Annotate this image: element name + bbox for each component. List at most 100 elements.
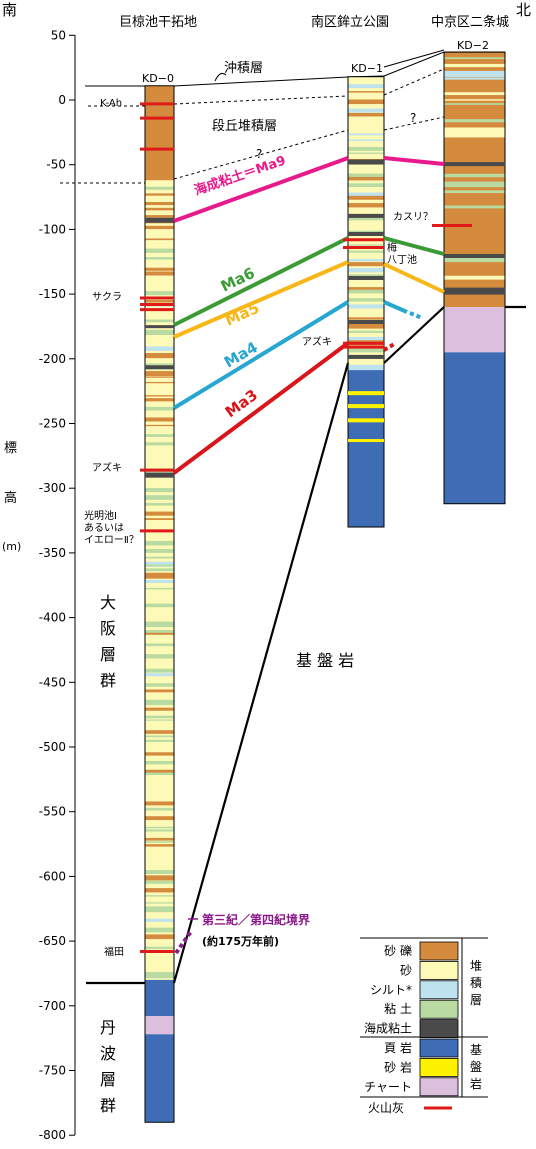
ma4-line — [172, 300, 350, 410]
layer-band — [145, 572, 174, 579]
ma5-line-right — [383, 262, 445, 294]
layer-band — [145, 406, 174, 412]
ash-kasuri-label: カスリ？ — [393, 211, 433, 223]
layer-band — [444, 131, 505, 138]
layer-band — [145, 807, 174, 811]
layer — [444, 352, 505, 504]
legend-swatch — [419, 1038, 459, 1058]
layer-band — [145, 689, 174, 693]
layer-band — [348, 91, 384, 93]
layer-band — [348, 155, 384, 162]
layer-band — [145, 801, 174, 806]
svg-text:積: 積 — [470, 975, 482, 990]
ma9-line — [173, 156, 349, 223]
ma6-label: Ma6 — [218, 264, 258, 296]
marine-clay-layer — [348, 354, 384, 359]
layer-band — [145, 719, 174, 721]
layer-band — [145, 193, 174, 196]
layer-band — [145, 381, 174, 384]
layer-band — [145, 215, 174, 218]
legend-swatch — [419, 980, 459, 1000]
layer-band — [444, 77, 505, 80]
axis-tick-label: -150 — [39, 287, 66, 301]
ash-kometsu-label-3: イエローⅡ？ — [84, 535, 139, 546]
layer — [145, 1034, 174, 1123]
ma3-label: Ma3 — [222, 386, 261, 421]
uncertain-mark-1: ? — [256, 147, 262, 161]
layer-band — [444, 236, 505, 239]
boundary-age: (約175万年前) — [202, 934, 279, 948]
layer-band — [444, 173, 505, 178]
layer-band — [145, 385, 174, 389]
layer-band — [145, 946, 174, 950]
layer-band — [444, 211, 505, 216]
layer-band — [444, 63, 505, 68]
legend-swatch — [419, 1019, 459, 1038]
layer-band — [145, 782, 174, 789]
layer-band — [145, 772, 174, 776]
marine-clay-layer — [444, 162, 505, 167]
layer-band — [348, 146, 384, 151]
basement-label: 基 盤 岩 — [296, 651, 354, 670]
layer-band — [348, 80, 384, 86]
layer-band — [145, 482, 174, 484]
svg-text:波: 波 — [100, 1044, 116, 1063]
terrace-label: 段丘堆積層 — [212, 119, 277, 134]
layer-band — [348, 250, 384, 253]
layer-band — [444, 145, 505, 151]
marine-clay-correlations — [172, 156, 445, 475]
layer-band — [145, 329, 174, 335]
layer-band — [145, 913, 174, 916]
layer-band — [444, 99, 505, 101]
layer-band — [145, 549, 174, 553]
layer-band — [444, 221, 505, 225]
layer-band — [145, 556, 174, 559]
layer — [145, 1016, 174, 1035]
legend-label: 砂 岩 — [384, 1059, 412, 1074]
column-outline — [443, 51, 506, 505]
layer-band — [145, 632, 174, 635]
layer-band — [145, 248, 174, 253]
layer-band — [348, 287, 384, 291]
layer-band — [145, 434, 174, 437]
layer-band — [348, 298, 384, 302]
layer-band — [145, 477, 174, 482]
axis-label-hyo: 標 — [4, 441, 17, 456]
axis-tick-label: -600 — [39, 869, 66, 883]
borehole-column-kd2 — [443, 51, 506, 505]
axis-unit: (m) — [2, 540, 21, 553]
layer-band — [145, 502, 174, 506]
layer-band — [444, 119, 505, 123]
layer-band — [145, 537, 174, 539]
svg-text:群: 群 — [100, 1096, 116, 1115]
borehole-column-kd0 — [144, 85, 175, 1123]
layer-band — [348, 330, 384, 334]
layer-band — [145, 495, 174, 500]
layer-band — [145, 849, 174, 852]
layer-band — [145, 707, 174, 711]
legend-label: 砂 — [400, 963, 412, 977]
layer-band — [348, 208, 384, 211]
layer-band — [145, 934, 174, 940]
svg-text:群: 群 — [100, 671, 116, 690]
layer-band — [348, 152, 384, 154]
layer-band — [145, 739, 174, 742]
axis-tick-label: -250 — [39, 417, 66, 431]
layer-band — [348, 225, 384, 231]
layer-band — [145, 875, 174, 881]
layer-band — [444, 267, 505, 270]
layer-band — [145, 180, 174, 186]
layer-band — [444, 262, 505, 267]
tamba-group-label: 丹 波 層 群 — [100, 1018, 116, 1115]
alluvium-label: 沖積層 — [224, 61, 263, 76]
legend-label: 頁 岩 — [384, 1040, 412, 1055]
layer-band — [145, 335, 174, 337]
layer-band — [145, 918, 174, 922]
marine-clay-layer — [348, 275, 384, 280]
ash-azuki1-label: アズキ — [302, 335, 332, 348]
column-outline — [347, 76, 385, 528]
layer-band — [145, 568, 174, 572]
layer-band — [444, 57, 505, 60]
layer-band — [145, 668, 174, 673]
